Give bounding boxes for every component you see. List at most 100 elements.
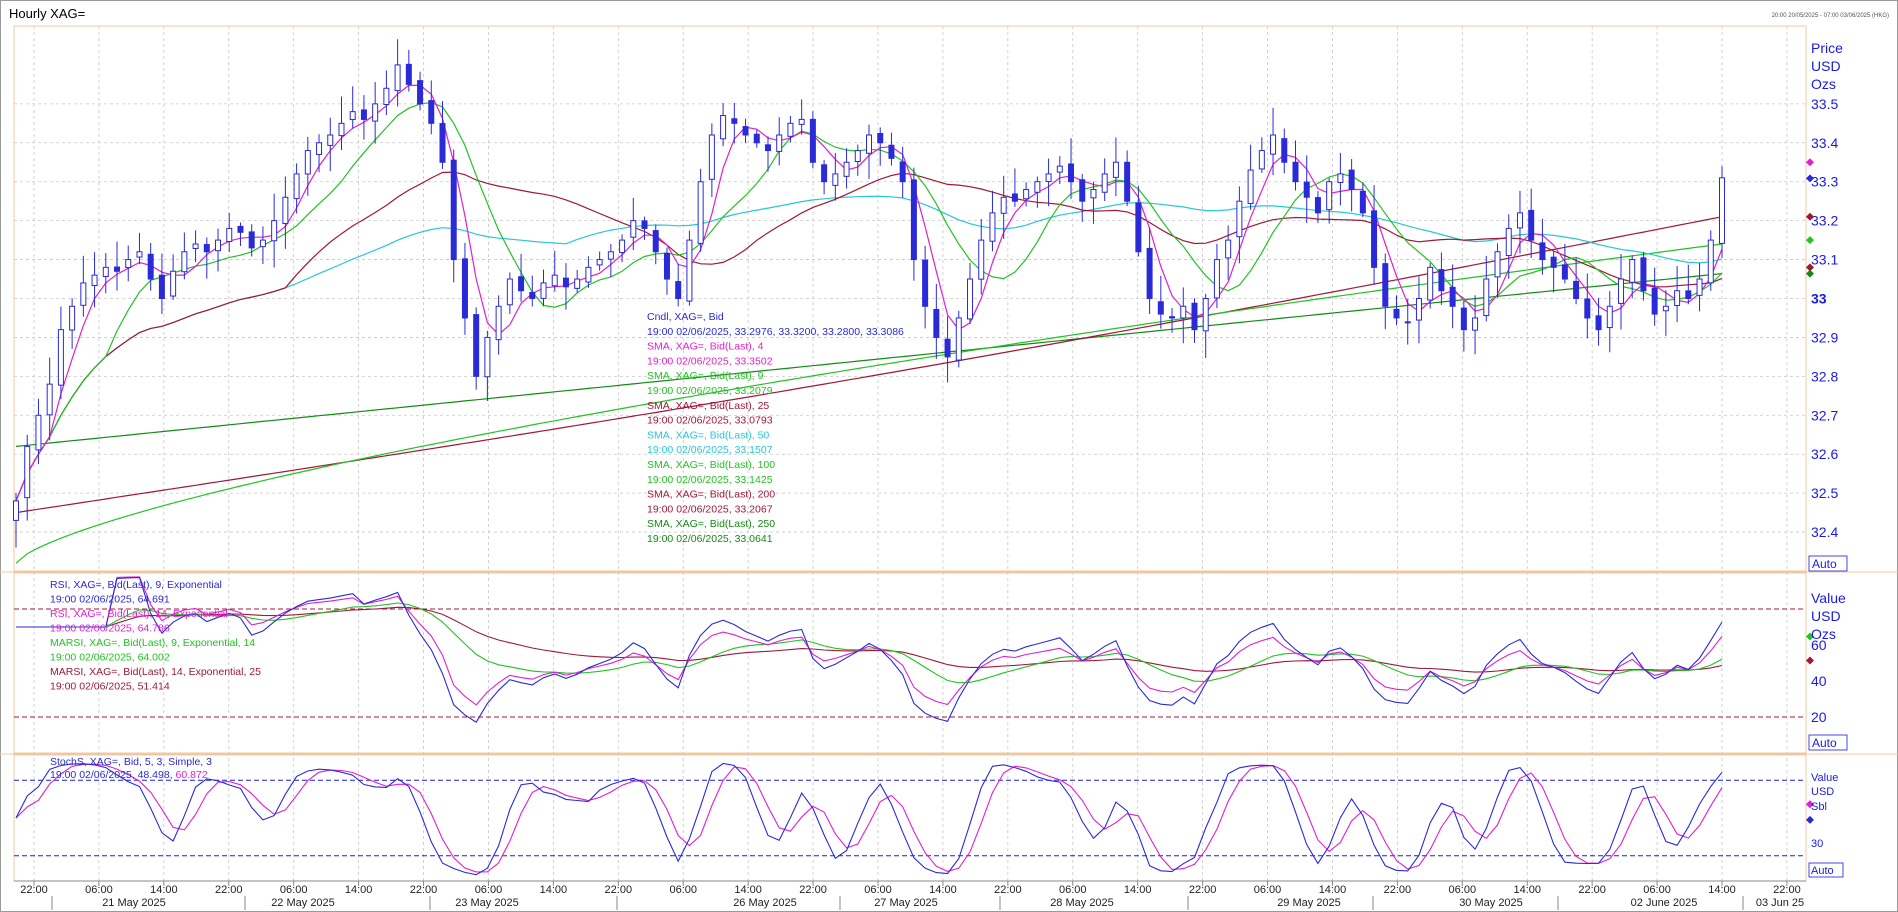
candle-body bbox=[1236, 200, 1243, 238]
rsi-reference-lines bbox=[14, 608, 1806, 718]
price-marker bbox=[1806, 269, 1814, 278]
x-time-label: 06:00 bbox=[475, 884, 503, 896]
candle-body bbox=[1101, 173, 1108, 193]
candle-body bbox=[125, 259, 132, 269]
candle-body bbox=[551, 274, 558, 287]
candle-body bbox=[1483, 278, 1490, 317]
rsi-axis-label-1: Value bbox=[1811, 590, 1846, 606]
price-legend-line: SMA, XAG=, Bid(Last), 50 bbox=[647, 429, 769, 441]
rsi-panel-frame bbox=[13, 572, 1807, 754]
candle-body bbox=[1528, 209, 1535, 241]
stoch-axis-label-3: Sbl bbox=[1811, 801, 1827, 813]
x-date-label: 23 May 2025 bbox=[455, 897, 519, 909]
candle-body bbox=[1472, 317, 1479, 331]
x-date-label: 28 May 2025 bbox=[1050, 897, 1114, 909]
rsi-marker bbox=[1806, 632, 1814, 641]
candle-body bbox=[731, 118, 738, 124]
price-marker bbox=[1806, 236, 1814, 245]
candle-body bbox=[529, 291, 536, 300]
candle-body bbox=[1258, 150, 1265, 170]
sma-50-line bbox=[15, 195, 1723, 502]
candle-body bbox=[1124, 161, 1131, 202]
candle-body bbox=[1382, 263, 1389, 307]
price-axis: 33.5 33.4 33.3 33.2 33.1 33 32.9 32.8 32.7 32.6 32… bbox=[1806, 96, 1838, 540]
price-marker bbox=[1806, 174, 1814, 183]
candle-body bbox=[461, 258, 468, 319]
candle-body bbox=[652, 230, 659, 253]
candle-body bbox=[821, 164, 828, 183]
candle-body bbox=[1157, 301, 1164, 315]
price-legend-line: SMA, XAG=, Bid(Last), 25 bbox=[647, 400, 769, 412]
rsi-lines bbox=[16, 576, 1723, 723]
rsi-tick-label: 20 bbox=[1811, 709, 1827, 725]
candle-body bbox=[506, 278, 513, 306]
candle-body bbox=[944, 338, 951, 358]
candle-body bbox=[675, 281, 682, 300]
candle-body bbox=[1561, 264, 1568, 280]
stoch-axis-label-2: USD bbox=[1811, 786, 1834, 798]
price-auto-button[interactable] bbox=[1808, 555, 1848, 572]
stoch-d-value: 60.872 bbox=[173, 769, 208, 781]
candle-body bbox=[1662, 305, 1669, 312]
candle-body bbox=[1460, 307, 1467, 331]
candle-body bbox=[1169, 316, 1176, 319]
rsi-legend-line: MARSI, XAG=, Bid(Last), 14, Exponential,… bbox=[50, 666, 261, 678]
candle-body bbox=[989, 212, 996, 242]
candle-body bbox=[282, 196, 289, 224]
candle-body bbox=[215, 239, 222, 252]
rsi-auto-button[interactable] bbox=[1808, 734, 1848, 751]
candle-body bbox=[1247, 169, 1254, 204]
rsi-auto-label: Auto bbox=[1812, 736, 1837, 750]
candle-body bbox=[428, 100, 435, 124]
marsi-9-line bbox=[16, 602, 1723, 684]
x-date-label: 03 Jun 25 bbox=[1756, 897, 1804, 909]
candle-body bbox=[697, 181, 704, 244]
candle-body bbox=[1584, 298, 1591, 319]
candle-body bbox=[596, 259, 603, 266]
price-tick-label: 32.7 bbox=[1811, 407, 1838, 423]
candle-body bbox=[1573, 280, 1580, 299]
candle-body bbox=[764, 144, 771, 152]
price-tick-label: 32.5 bbox=[1811, 485, 1838, 501]
stoch-axis-label-1: Value bbox=[1811, 772, 1838, 784]
candle-body bbox=[1348, 169, 1355, 190]
candle-body bbox=[1023, 189, 1030, 200]
candle-body bbox=[753, 133, 760, 144]
candle-body bbox=[1674, 290, 1681, 306]
rsi-legend-line: MARSI, XAG=, Bid(Last), 9, Exponential, … bbox=[50, 637, 255, 649]
x-axis: 22:00 06:00 14:00 22:00 06:00 14:00 22:00 06:00… bbox=[20, 881, 1804, 910]
rsi-tick-label: 60 bbox=[1811, 637, 1827, 653]
candle-body bbox=[226, 227, 233, 242]
stoch-auto-button[interactable] bbox=[1808, 862, 1844, 878]
candle-body bbox=[1213, 259, 1220, 299]
price-legend-line: 19:00 02/06/2025, 33.0793 bbox=[647, 415, 773, 427]
x-time-label: 14:00 bbox=[345, 884, 373, 896]
price-legend-line: SMA, XAG=, Bid(Last), 250 bbox=[647, 518, 775, 530]
price-tick-label: 33.2 bbox=[1811, 213, 1838, 229]
candle-body bbox=[170, 270, 177, 297]
x-time-label: 06:00 bbox=[85, 884, 113, 896]
candle-body bbox=[237, 225, 244, 233]
stoch-k-line bbox=[15, 762, 1723, 876]
candle-body bbox=[372, 103, 379, 122]
candle-body bbox=[630, 220, 637, 238]
price-legend-line: SMA, XAG=, Bid(Last), 200 bbox=[647, 489, 775, 501]
rsi-axis-label-2: USD bbox=[1811, 608, 1841, 624]
candle-body bbox=[540, 282, 547, 299]
candle-body bbox=[843, 161, 850, 177]
window-title: Hourly XAG= bbox=[9, 6, 86, 21]
candle-body bbox=[1719, 177, 1725, 244]
price-tick-label: 32.4 bbox=[1811, 524, 1838, 540]
stoch-legend-values: 19:00 02/06/2025, 48.498, 60.872 bbox=[50, 769, 208, 781]
candle-body bbox=[720, 115, 727, 140]
candle-body bbox=[1225, 239, 1232, 259]
candle-body bbox=[1011, 193, 1018, 202]
candle-body bbox=[933, 308, 940, 338]
x-time-label: 06:00 bbox=[669, 884, 697, 896]
x-time-label: 22:00 bbox=[1578, 884, 1606, 896]
rsi-axis-label-3: Ozs bbox=[1811, 626, 1836, 642]
x-time-label: 06:00 bbox=[1059, 884, 1087, 896]
candle-body bbox=[585, 266, 592, 283]
x-time-label: 14:00 bbox=[1124, 884, 1152, 896]
